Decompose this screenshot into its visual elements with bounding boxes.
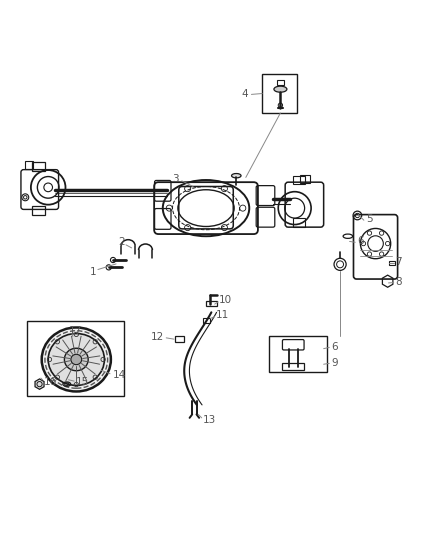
Bar [202,318,210,323]
Text: 9: 9 [332,358,338,367]
Ellipse shape [274,86,287,92]
Bar [32,206,45,215]
Text: 5: 5 [366,214,373,224]
Text: 13: 13 [202,415,216,425]
Text: 3: 3 [173,174,179,184]
Ellipse shape [42,327,111,391]
Text: 17: 17 [68,326,82,336]
Bar [283,362,304,370]
Bar [389,261,395,265]
Text: 4: 4 [242,90,248,99]
Bar [293,176,304,184]
Text: 16: 16 [43,376,57,386]
Bar [269,336,327,373]
Bar [32,162,45,172]
Bar [175,336,184,342]
Text: 11: 11 [215,310,229,320]
Text: 6: 6 [357,237,364,246]
Text: 1: 1 [89,267,96,277]
Text: 7: 7 [396,257,402,267]
Bar [262,74,297,113]
Text: 8: 8 [396,277,402,287]
Bar [27,320,124,396]
Ellipse shape [232,174,241,178]
Bar [300,175,310,183]
Bar [293,218,304,227]
Ellipse shape [71,354,82,365]
Ellipse shape [48,334,104,385]
Text: 14: 14 [113,370,126,381]
Text: 12: 12 [151,332,165,342]
Text: 2: 2 [118,237,125,247]
Bar [25,161,33,169]
Text: 6: 6 [332,342,338,351]
Bar [206,301,217,306]
Text: 10: 10 [219,295,232,305]
Bar [277,80,284,85]
Text: 15: 15 [75,377,88,387]
Ellipse shape [64,348,88,371]
